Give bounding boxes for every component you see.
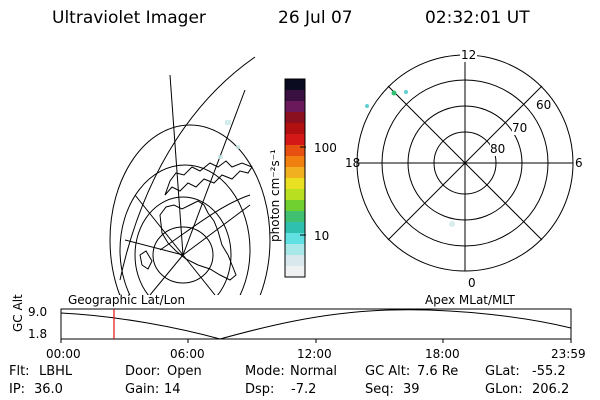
colorbar-segment (285, 255, 305, 267)
colorbar-segment (285, 189, 305, 201)
altitude-curve (60, 309, 572, 340)
gcalt-value: 7.6 Re (417, 364, 459, 379)
colorbar-segment (285, 79, 305, 91)
gain-value: 14 (164, 382, 181, 397)
meridian-6 (182, 254, 216, 295)
filter-value: LBHL (39, 364, 73, 379)
colorbar-segment (285, 167, 305, 179)
colorbar-segment (285, 200, 305, 212)
mlt-diagonal-2 (387, 85, 543, 241)
lat-circle-2 (134, 196, 232, 295)
mode-label: Mode: (245, 364, 285, 379)
gain-label: Gain: (125, 382, 160, 397)
mlt-label-18: 18 (345, 156, 361, 170)
mlat-label-60: 60 (536, 98, 552, 112)
ip-label: IP: (9, 382, 26, 397)
colorbar-segment (285, 222, 305, 234)
altitude-ylabel: GC Alt (11, 294, 25, 332)
altitude-xticks (60, 339, 572, 343)
gcalt-label: GC Alt: (365, 364, 411, 379)
colorbar-frame (284, 78, 306, 278)
coastline (139, 160, 253, 281)
glat-value: -55.2 (532, 364, 566, 379)
colorbar-segment (285, 244, 305, 256)
glat-label: GLat: (485, 364, 520, 379)
time-tick-1200: 12:00 (297, 347, 332, 361)
meridian-5 (149, 254, 184, 295)
meridian-7 (124, 239, 184, 256)
geographic-map (109, 56, 271, 295)
meridian-4 (182, 204, 251, 256)
color-scale-bar (284, 78, 306, 278)
colorbar-tick-10: 10 (314, 229, 330, 243)
time-tick-0000: 00:00 (46, 347, 81, 361)
dsp-label: Dsp: (245, 382, 275, 397)
mlt-label-12: 12 (460, 48, 478, 62)
instrument-title: Ultraviolet Imager (52, 8, 206, 28)
lat-arc-5 (159, 194, 251, 251)
polar-mlat-mlt-plot (356, 54, 574, 272)
lat-circle-3 (119, 164, 251, 295)
mlat-label-80: 80 (490, 142, 506, 156)
filter-label: Flt: (9, 364, 30, 379)
glon-value: 206.2 (532, 382, 570, 397)
observation-date: 26 Jul 07 (278, 8, 353, 28)
seq-value: 39 (403, 382, 420, 397)
mlt-label-6: 6 (575, 156, 583, 170)
aurora-spots (365, 90, 455, 227)
colorbar-tick-100: 100 (314, 141, 337, 155)
glon-label: GLon: (485, 382, 523, 397)
colorbar-segment (285, 211, 305, 223)
meridian-2 (169, 74, 184, 256)
colorbar-unit-label: photon cm⁻²s⁻¹ (268, 149, 282, 242)
mlt-label-0: 0 (468, 276, 476, 290)
mode-value: Normal (290, 364, 338, 379)
time-tick-2359: 23:59 (551, 347, 586, 361)
lat-circle-4 (109, 124, 271, 295)
meridian-1 (134, 194, 184, 256)
colorbar-segment (285, 233, 305, 245)
door-label: Door: (125, 364, 161, 379)
ip-value: 36.0 (34, 382, 63, 397)
altitude-ytick-high: 9.0 (28, 305, 48, 319)
lat-circle-1 (152, 226, 214, 284)
observation-time: 02:32:01 UT (425, 8, 530, 28)
door-value: Open (167, 364, 202, 379)
colorbar-segment (285, 134, 305, 146)
colorbar-segment (285, 156, 305, 168)
mlat-label-70: 70 (512, 121, 528, 135)
aurora-faint-patches (218, 120, 240, 159)
geographic-label: Geographic Lat/Lon (68, 293, 186, 307)
altitude-plot-frame (60, 308, 572, 340)
colorbar-segment (285, 123, 305, 135)
colorbar-segment (285, 178, 305, 190)
colorbar-segment (285, 101, 305, 113)
earth-limb (119, 56, 256, 281)
colorbar-segment (285, 112, 305, 124)
meridian-3 (182, 89, 246, 256)
colorbar-segment (285, 90, 305, 102)
altitude-ytick-low: 1.8 (28, 327, 48, 341)
seq-label: Seq: (365, 382, 394, 397)
time-tick-0600: 06:00 (170, 347, 205, 361)
dsp-value: -7.2 (291, 382, 317, 397)
altitude-plot (60, 308, 572, 343)
colorbar-segment (285, 145, 305, 157)
time-tick-1800: 18:00 (425, 347, 460, 361)
colorbar-segment (285, 266, 305, 278)
apex-label: Apex MLat/MLT (425, 293, 515, 307)
